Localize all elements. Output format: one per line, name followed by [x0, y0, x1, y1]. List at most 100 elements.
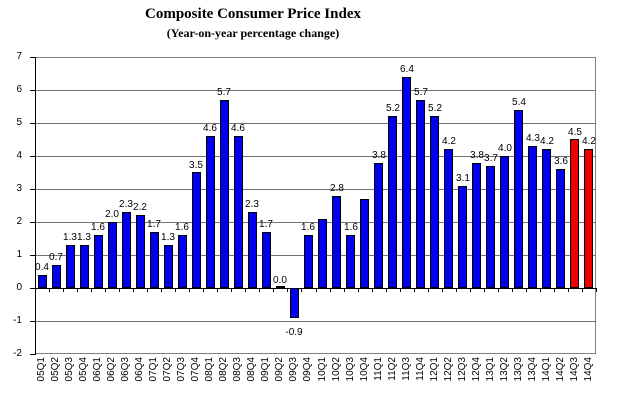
- gridline: [35, 222, 596, 223]
- bar-07Q1: [150, 232, 159, 288]
- value-label: 5.7: [414, 87, 428, 98]
- bar-09Q1: [262, 232, 271, 288]
- value-label: 1.6: [301, 222, 315, 233]
- value-label: 0.7: [49, 252, 63, 263]
- x-axis-tick: [386, 288, 387, 292]
- x-axis-tick: [245, 288, 246, 292]
- gridline: [35, 255, 596, 256]
- x-axis-tick: [189, 288, 190, 292]
- bar-06Q3: [122, 212, 131, 288]
- bar-07Q4: [192, 172, 201, 288]
- value-label: 1.7: [147, 219, 161, 230]
- x-axis-tick: [287, 288, 288, 292]
- x-axis-label: 14Q3: [569, 357, 580, 382]
- value-label: 1.6: [175, 222, 189, 233]
- x-axis-label: 13Q4: [527, 357, 538, 382]
- x-axis-tick: [231, 288, 232, 292]
- bar-13Q3: [514, 110, 523, 288]
- x-axis-tick: [35, 288, 36, 292]
- x-axis-tick: [63, 288, 64, 292]
- x-axis-tick: [582, 288, 583, 292]
- x-axis-tick: [301, 288, 302, 292]
- value-label: 2.8: [330, 183, 344, 194]
- x-axis-tick: [428, 288, 429, 292]
- x-axis-label: 05Q3: [64, 357, 75, 382]
- x-axis-tick: [414, 288, 415, 292]
- x-axis-label: 10Q3: [345, 357, 356, 382]
- x-axis-tick: [498, 288, 499, 292]
- x-axis-tick: [540, 288, 541, 292]
- x-axis-tick: [259, 288, 260, 292]
- bar-13Q1: [486, 166, 495, 288]
- x-axis-tick: [273, 288, 274, 292]
- bar-14Q4: [584, 149, 593, 288]
- value-label: 3.8: [372, 150, 386, 161]
- x-axis-tick: [442, 288, 443, 292]
- value-label: 2.2: [133, 202, 147, 213]
- y-axis-line: [35, 57, 36, 355]
- x-axis-label: 11Q2: [387, 357, 398, 381]
- y-axis-label: 7: [16, 51, 22, 62]
- bar-11Q3: [402, 77, 411, 288]
- x-axis-label: 08Q1: [204, 357, 215, 382]
- value-label: -0.9: [285, 327, 303, 338]
- x-axis-tick: [175, 288, 176, 292]
- x-axis-tick: [400, 288, 401, 292]
- value-label: 4.3: [526, 133, 540, 144]
- x-axis-tick: [133, 288, 134, 292]
- x-axis-label: 12Q4: [471, 357, 482, 382]
- x-axis-label: 07Q2: [162, 357, 173, 382]
- x-axis-tick: [358, 288, 359, 292]
- value-label: 3.6: [554, 156, 568, 167]
- y-axis-tick: [30, 90, 35, 91]
- bar-07Q2: [164, 245, 173, 288]
- x-axis-tick: [484, 288, 485, 292]
- value-label: 6.4: [400, 64, 414, 75]
- x-axis-tick: [119, 288, 120, 292]
- gridline: [35, 321, 596, 322]
- value-label: 2.3: [245, 199, 259, 210]
- value-label: 4.5: [568, 127, 582, 138]
- x-axis-label: 05Q2: [50, 357, 61, 382]
- y-axis-label: 2: [16, 216, 22, 227]
- y-axis-tick: [30, 288, 35, 289]
- y-axis-tick: [30, 57, 35, 58]
- value-label: 1.3: [63, 232, 77, 243]
- x-axis-label: 11Q3: [401, 357, 412, 381]
- bar-13Q2: [500, 156, 509, 288]
- value-label: 2.0: [105, 209, 119, 220]
- x-axis-tick: [217, 288, 218, 292]
- value-label: 3.1: [456, 173, 470, 184]
- x-axis-tick: [330, 288, 331, 292]
- bar-08Q1: [206, 136, 215, 288]
- x-axis-label: 10Q1: [317, 357, 328, 382]
- value-label: 5.4: [512, 97, 526, 108]
- x-axis-label: 06Q4: [134, 357, 145, 382]
- x-axis-label: 10Q2: [331, 357, 342, 382]
- value-label: 4.6: [203, 123, 217, 134]
- bar-06Q2: [108, 222, 117, 288]
- x-axis-tick: [456, 288, 457, 292]
- value-label: 5.7: [217, 87, 231, 98]
- x-axis-tick: [470, 288, 471, 292]
- x-axis-tick: [372, 288, 373, 292]
- y-axis-tick: [30, 189, 35, 190]
- value-label: 1.6: [91, 222, 105, 233]
- y-axis-label: -1: [13, 315, 22, 326]
- bar-10Q1: [318, 219, 327, 288]
- gridline: [35, 123, 596, 124]
- x-axis-tick: [568, 288, 569, 292]
- x-axis-label: 06Q1: [92, 357, 103, 382]
- bar-11Q1: [374, 163, 383, 288]
- y-axis-label: -2: [13, 348, 22, 359]
- x-axis-tick: [596, 288, 597, 292]
- bar-12Q3: [458, 186, 467, 288]
- x-axis-label: 13Q2: [499, 357, 510, 382]
- bar-05Q4: [80, 245, 89, 288]
- bar-10Q4: [360, 199, 369, 288]
- y-axis-label: 1: [16, 249, 22, 260]
- y-axis-tick: [30, 255, 35, 256]
- bar-09Q3: [290, 288, 299, 318]
- x-axis-label: 07Q4: [190, 357, 201, 382]
- bar-10Q2: [332, 196, 341, 288]
